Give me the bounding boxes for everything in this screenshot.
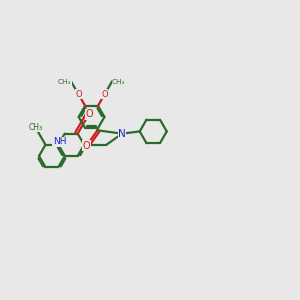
Text: O: O [101, 90, 108, 99]
Text: CH₃: CH₃ [28, 123, 43, 132]
Text: O: O [85, 109, 93, 119]
Text: O: O [82, 141, 90, 151]
Text: CH₃: CH₃ [58, 79, 71, 85]
Text: N: N [118, 129, 126, 139]
Text: CH₃: CH₃ [112, 79, 125, 85]
Text: O: O [75, 90, 82, 99]
Text: NH: NH [53, 137, 66, 146]
